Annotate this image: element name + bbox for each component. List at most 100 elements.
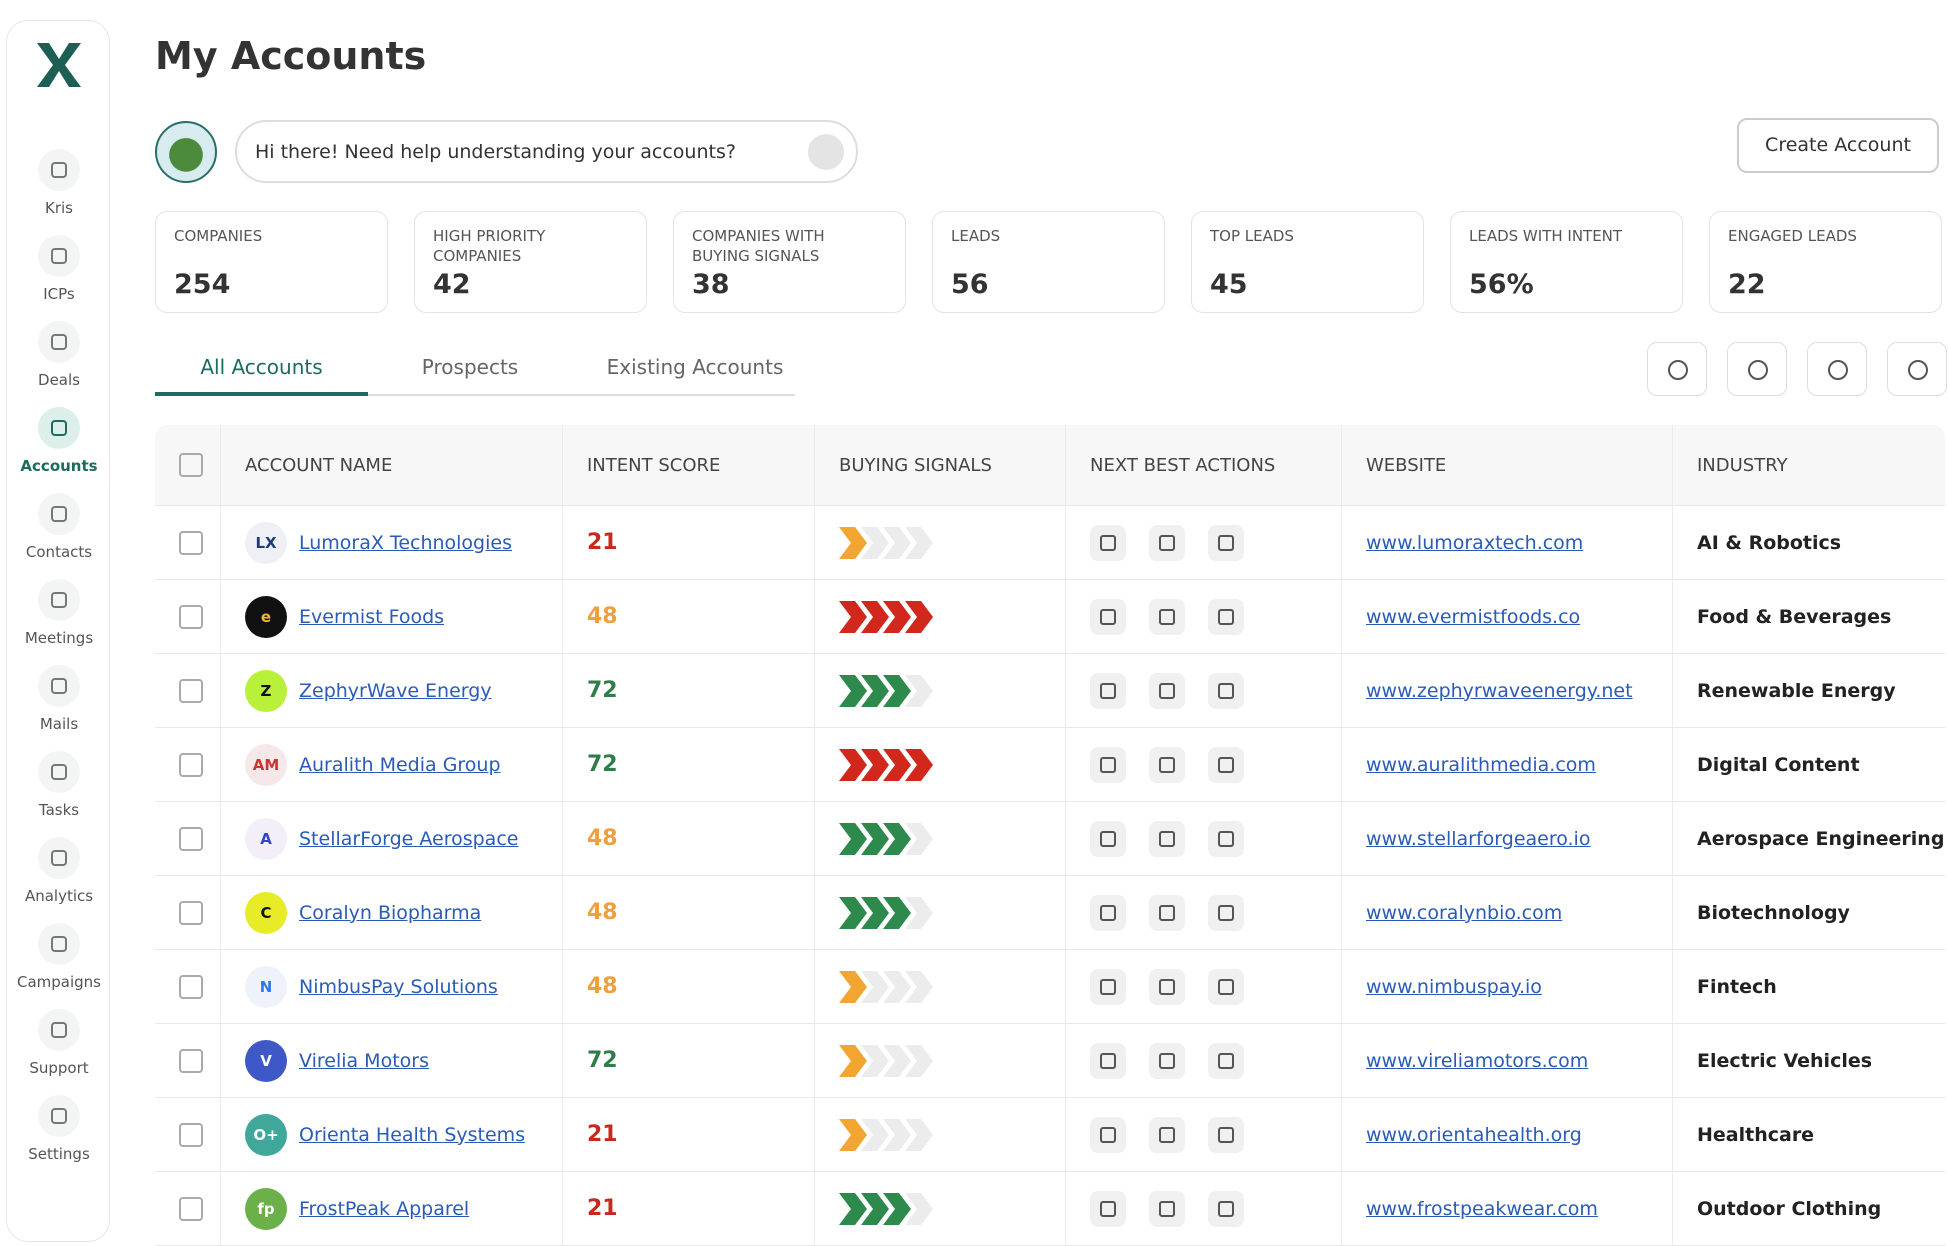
row-checkbox[interactable]: [179, 530, 203, 555]
icon-glyph: [51, 678, 67, 694]
website-link[interactable]: www.stellarforgeaero.io: [1366, 827, 1591, 850]
nav-item[interactable]: ICPs: [7, 235, 111, 303]
assistant-avatar: [155, 121, 217, 183]
nav-item[interactable]: Meetings: [7, 579, 111, 647]
row-checkbox[interactable]: [179, 974, 203, 999]
action-button[interactable]: [1090, 598, 1126, 635]
action-button[interactable]: [1090, 746, 1126, 783]
account-name[interactable]: Auralith Media Group: [299, 753, 501, 776]
signal-chevron: [905, 1118, 933, 1151]
action-button[interactable]: [1090, 1190, 1126, 1227]
row-checkbox[interactable]: [179, 826, 203, 851]
website-link[interactable]: www.auralithmedia.com: [1366, 753, 1596, 776]
nav-item[interactable]: Tasks: [7, 751, 111, 819]
website-link[interactable]: www.nimbuspay.io: [1366, 975, 1542, 998]
action-button[interactable]: [1149, 524, 1185, 561]
row-checkbox[interactable]: [179, 752, 203, 777]
action-button[interactable]: [1090, 524, 1126, 561]
chat-input[interactable]: Hi there! Need help understanding your a…: [235, 120, 858, 183]
cell: Renewable Energy: [1673, 654, 1945, 727]
website-link[interactable]: www.orientahealth.org: [1366, 1123, 1582, 1146]
action-button[interactable]: [1149, 968, 1185, 1005]
cell: 48: [563, 802, 815, 875]
create-account-button[interactable]: Create Account: [1737, 118, 1939, 173]
action-button[interactable]: [1208, 894, 1244, 931]
cell: [155, 425, 221, 505]
action-button[interactable]: [1090, 894, 1126, 931]
row-checkbox[interactable]: [179, 1196, 203, 1221]
account-name[interactable]: Evermist Foods: [299, 605, 445, 628]
account-name[interactable]: StellarForge Aerospace: [299, 827, 519, 850]
row-checkbox[interactable]: [179, 1048, 203, 1073]
cell: [155, 802, 221, 875]
column-header: WEBSITE: [1366, 454, 1447, 476]
action-button[interactable]: [1208, 1042, 1244, 1079]
action-button[interactable]: [1208, 968, 1244, 1005]
action-button[interactable]: [1090, 1116, 1126, 1153]
account-name[interactable]: ZephyrWave Energy: [299, 679, 492, 702]
action-button[interactable]: [1208, 598, 1244, 635]
nav-item[interactable]: Kris: [7, 149, 111, 217]
cell: [155, 1024, 221, 1097]
cell: INDUSTRY: [1673, 425, 1945, 505]
nav-item[interactable]: Accounts: [7, 407, 111, 475]
action-button[interactable]: [1149, 1042, 1185, 1079]
website-link[interactable]: www.zephyrwaveenergy.net: [1366, 679, 1633, 702]
account-name[interactable]: LumoraX Technologies: [299, 531, 512, 554]
nav-item[interactable]: Campaigns: [7, 923, 111, 991]
row-checkbox[interactable]: [179, 604, 203, 629]
cell: 48: [563, 950, 815, 1023]
signal-chevron: [861, 896, 889, 929]
cell: [155, 1098, 221, 1171]
select-all-checkbox[interactable]: [179, 453, 203, 477]
action-button[interactable]: [1149, 1116, 1185, 1153]
tab[interactable]: All Accounts: [200, 355, 323, 379]
row-checkbox[interactable]: [179, 678, 203, 703]
action-button[interactable]: [1149, 1190, 1185, 1227]
nav-item[interactable]: Contacts: [7, 493, 111, 561]
action-button[interactable]: [1149, 820, 1185, 857]
nav-item[interactable]: Settings: [7, 1095, 111, 1163]
nav-icon: [38, 751, 80, 793]
toolbar-button[interactable]: [1727, 342, 1787, 396]
action-button[interactable]: [1208, 1190, 1244, 1227]
action-button[interactable]: [1090, 1042, 1126, 1079]
nav-item[interactable]: Deals: [7, 321, 111, 389]
account-name[interactable]: FrostPeak Apparel: [299, 1197, 470, 1220]
nav-item[interactable]: Mails: [7, 665, 111, 733]
action-button[interactable]: [1208, 524, 1244, 561]
row-checkbox[interactable]: [179, 1122, 203, 1147]
website-link[interactable]: www.lumoraxtech.com: [1366, 531, 1584, 554]
action-button[interactable]: [1149, 894, 1185, 931]
action-button[interactable]: [1149, 746, 1185, 783]
nav-item[interactable]: Support: [7, 1009, 111, 1077]
icon-glyph: [51, 1108, 67, 1124]
account-name[interactable]: Coralyn Biopharma: [299, 901, 482, 924]
action-button[interactable]: [1208, 746, 1244, 783]
action-button[interactable]: [1149, 672, 1185, 709]
website-link[interactable]: www.evermistfoods.co: [1366, 605, 1581, 628]
website-link[interactable]: www.vireliamotors.com: [1366, 1049, 1589, 1072]
action-button[interactable]: [1090, 968, 1126, 1005]
send-button[interactable]: [808, 134, 844, 170]
nav-label: Mails: [39, 715, 79, 733]
cell: www.evermistfoods.co: [1342, 580, 1673, 653]
action-button[interactable]: [1208, 820, 1244, 857]
action-button[interactable]: [1208, 672, 1244, 709]
toolbar-button[interactable]: [1807, 342, 1867, 396]
action-button[interactable]: [1208, 1116, 1244, 1153]
tab[interactable]: Existing Accounts: [606, 355, 784, 379]
action-button[interactable]: [1149, 598, 1185, 635]
action-button[interactable]: [1090, 820, 1126, 857]
row-checkbox[interactable]: [179, 900, 203, 925]
account-name[interactable]: Virelia Motors: [299, 1049, 429, 1072]
website-link[interactable]: www.frostpeakwear.com: [1366, 1197, 1598, 1220]
account-name[interactable]: Orienta Health Systems: [299, 1123, 526, 1146]
tab[interactable]: Prospects: [421, 355, 519, 379]
website-link[interactable]: www.coralynbio.com: [1366, 901, 1563, 924]
action-button[interactable]: [1090, 672, 1126, 709]
nav-item[interactable]: Analytics: [7, 837, 111, 905]
account-name[interactable]: NimbusPay Solutions: [299, 975, 498, 998]
toolbar-button[interactable]: [1887, 342, 1947, 396]
toolbar-button[interactable]: [1647, 342, 1707, 396]
